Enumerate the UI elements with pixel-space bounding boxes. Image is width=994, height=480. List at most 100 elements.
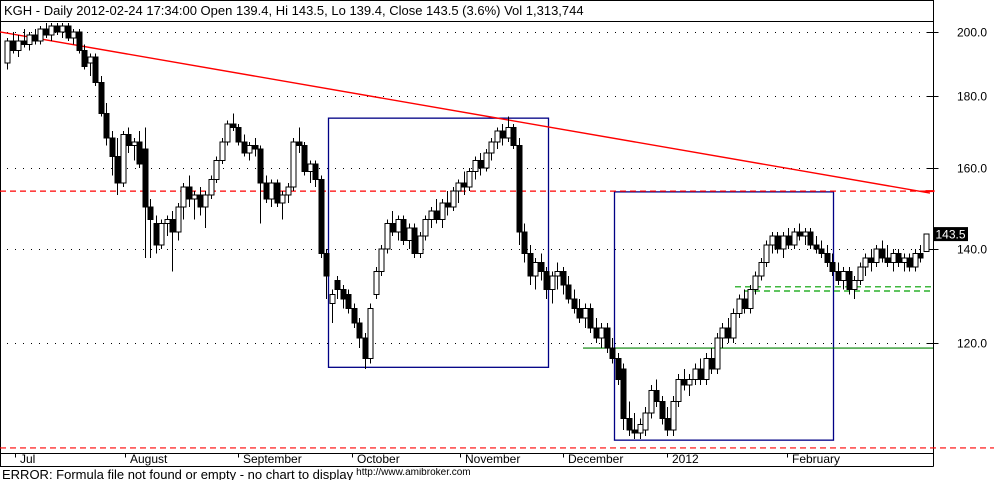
candle-body [48, 25, 55, 36]
candlestick-series [4, 22, 930, 439]
candle-body [868, 257, 875, 263]
candle-body [197, 194, 204, 208]
last-price-badge-text: 143.5 [935, 228, 965, 242]
candle-body [505, 126, 512, 139]
candle-body [4, 40, 11, 64]
candle-body [351, 307, 358, 324]
candle-body [285, 186, 292, 196]
candle-body [131, 141, 138, 146]
price-chart-svg: 200.0 180.0 160.0 140.0 120.0 Jul August Septem… [0, 22, 994, 467]
candle-body [538, 261, 545, 272]
candle-body [510, 126, 517, 146]
candle-body [246, 144, 253, 154]
candle-body [389, 223, 396, 233]
candle-body [472, 159, 479, 173]
candle-body [175, 206, 182, 233]
candle-body [692, 368, 699, 381]
candle-body [230, 123, 237, 128]
candle-body [912, 252, 919, 268]
candle-body [554, 270, 561, 277]
candle-body [428, 210, 435, 220]
candle-body [582, 307, 589, 319]
chart-plot-area[interactable]: 200.0 180.0 160.0 140.0 120.0 Jul August Septem… [0, 22, 994, 468]
price-label: 160.0 [957, 162, 987, 176]
candle-body [373, 270, 380, 295]
month-label: December [568, 452, 623, 466]
candle-body [395, 218, 402, 233]
candle-body [488, 141, 495, 154]
candle-body [59, 25, 66, 33]
candle-body [323, 252, 330, 277]
candle-body [736, 298, 743, 314]
candle-body [906, 257, 913, 268]
candle-body [791, 231, 798, 246]
candle-body [307, 163, 314, 173]
candle-body [774, 235, 781, 250]
price-label: 120.0 [957, 337, 987, 351]
candle-body [785, 235, 792, 246]
candle-body [780, 235, 787, 250]
candle-body [560, 270, 567, 286]
candle-body [433, 210, 440, 220]
price-label: 180.0 [957, 90, 987, 104]
amibroker-url[interactable]: http://www.amibroker.com [356, 468, 471, 478]
candle-body [708, 357, 715, 370]
candle-body [411, 227, 418, 254]
candle-body [15, 40, 22, 52]
candle-body [653, 389, 660, 403]
candle-body [466, 171, 473, 188]
chart-title: KGH - Daily 2012-02-24 17:34:00 Open 139… [4, 3, 584, 18]
candle-body [153, 223, 160, 246]
candle-body [70, 31, 77, 39]
candle-body [890, 252, 897, 263]
candle-body [329, 293, 336, 305]
candle-body [444, 202, 451, 208]
candle-body [98, 82, 105, 114]
candle-body [681, 379, 688, 386]
candle-body [483, 152, 490, 169]
candle-body [521, 231, 528, 254]
candle-body [455, 182, 462, 192]
candle-body [851, 279, 858, 291]
candle-body [235, 126, 242, 143]
candle-body [917, 252, 924, 259]
pattern-box-dec-jan [613, 191, 835, 441]
candle-body [516, 144, 523, 233]
candle-body [213, 159, 220, 180]
candle-body [21, 40, 28, 45]
candle-body [499, 130, 506, 139]
candle-body [191, 194, 198, 200]
candle-body [670, 401, 677, 431]
candle-body [65, 25, 72, 39]
candle-body [81, 50, 88, 67]
candle-body [626, 418, 633, 431]
candle-body [274, 182, 281, 204]
candle-body [659, 401, 666, 420]
candle-body [362, 337, 369, 359]
candle-body [703, 357, 710, 381]
candle-body [725, 327, 732, 339]
candle-body [125, 134, 132, 146]
candle-body [494, 130, 501, 143]
candle-body [807, 231, 814, 246]
candle-body [923, 233, 930, 253]
candle-body [758, 261, 765, 277]
candle-body [263, 182, 270, 200]
candle-body [697, 368, 704, 381]
candle-body [769, 235, 776, 246]
candle-body [576, 307, 583, 319]
candle-body [840, 270, 847, 281]
candle-body [87, 56, 94, 64]
candle-body [802, 231, 809, 237]
month-label: October [357, 452, 400, 466]
candle-body [296, 141, 303, 146]
candle-body [279, 194, 286, 204]
month-label: August [130, 452, 168, 466]
candle-body [169, 218, 176, 233]
candle-body [400, 218, 407, 241]
candle-body [527, 252, 534, 277]
candle-body [301, 144, 308, 173]
candle-body [406, 227, 413, 241]
candle-body [604, 327, 611, 349]
